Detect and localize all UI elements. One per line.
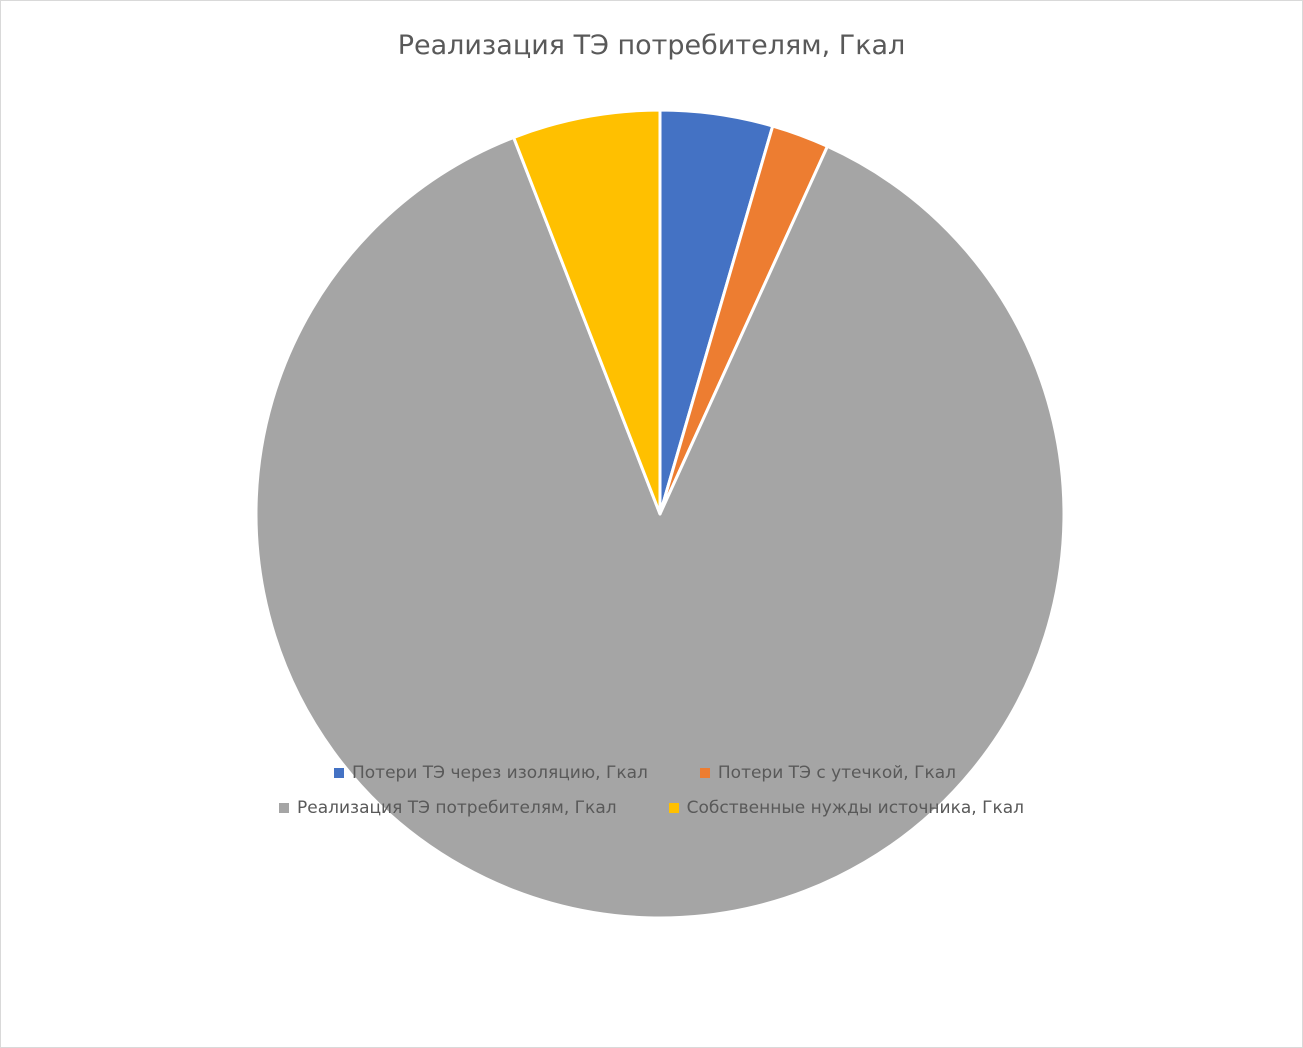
legend-row-2: Реализация ТЭ потребителям, Гкал Собстве… bbox=[0, 798, 1303, 818]
legend-row-1: Потери ТЭ через изоляцию, Гкал Потери ТЭ… bbox=[0, 763, 1303, 783]
legend-swatch bbox=[668, 803, 679, 813]
pie-slice-consumer-sales bbox=[254, 135, 1066, 920]
legend-item-consumer-sales: Реализация ТЭ потребителям, Гкал bbox=[278, 798, 617, 818]
pie-slice-own-needs bbox=[512, 108, 662, 516]
legend-label: Реализация ТЭ потребителям, Гкал bbox=[296, 798, 617, 818]
pie-slices bbox=[254, 108, 1066, 920]
legend-item-own-needs: Собственные нужды источника, Гкал bbox=[668, 798, 1024, 818]
chart-title: Реализация ТЭ потребителям, Гкал bbox=[397, 30, 906, 61]
legend-swatch bbox=[699, 768, 710, 778]
legend-swatch bbox=[334, 768, 344, 778]
legend-item-leak-losses: Потери ТЭ с утечкой, Гкал bbox=[699, 763, 956, 783]
legend-swatch bbox=[278, 803, 289, 813]
legend-label: Собственные нужды источника, Гкал bbox=[686, 798, 1024, 818]
legend-label: Потери ТЭ с утечкой, Гкал bbox=[717, 763, 956, 783]
legend-item-insulation-losses: Потери ТЭ через изоляцию, Гкал bbox=[334, 763, 648, 783]
legend-label: Потери ТЭ через изоляцию, Гкал bbox=[352, 763, 648, 783]
